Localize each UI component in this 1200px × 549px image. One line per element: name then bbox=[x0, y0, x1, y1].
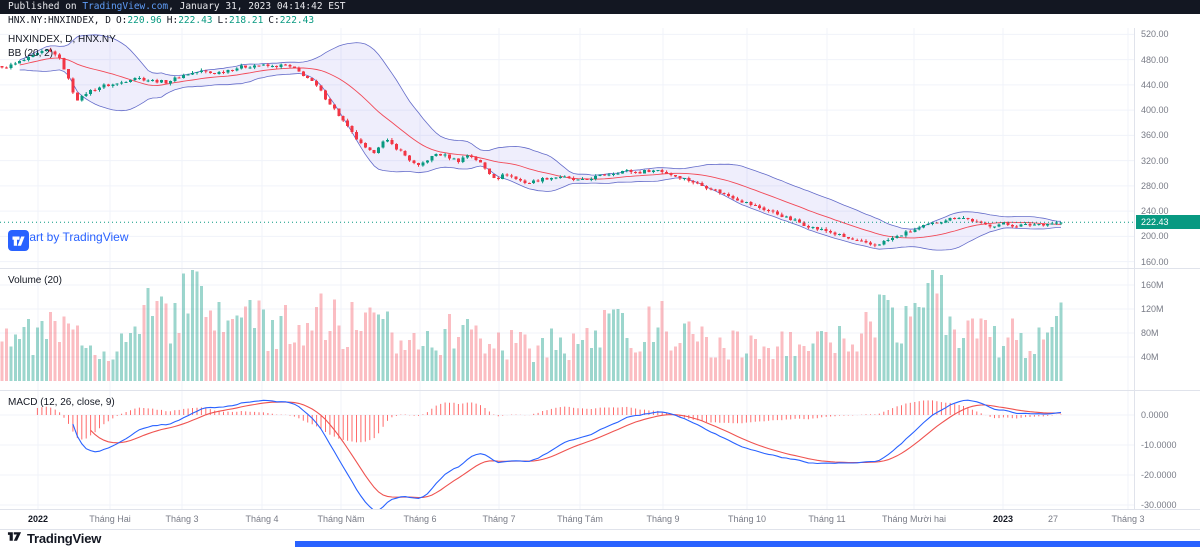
footer-brand-text[interactable]: TradingView bbox=[27, 531, 102, 546]
volume-axis-label: 80M bbox=[1141, 328, 1159, 338]
macd-chart-canvas[interactable] bbox=[0, 391, 1134, 509]
time-axis-month-label: Tháng Hai bbox=[89, 514, 131, 524]
time-axis-year-label: 2022 bbox=[27, 514, 49, 524]
bollinger-legend[interactable]: BB (20, 2) bbox=[8, 48, 54, 59]
close-value: 222.43 bbox=[279, 15, 315, 26]
last-price-badge: 222.43 bbox=[1136, 215, 1200, 229]
high-label: H: bbox=[166, 15, 179, 26]
bottom-blue-bar bbox=[295, 541, 1200, 547]
volume-axis-label: 120M bbox=[1141, 304, 1164, 314]
price-axis-label: 240.00 bbox=[1141, 206, 1169, 217]
price-axis[interactable]: 222.43 520.00 480.00 440.00 400.00 360.00 320… bbox=[1134, 28, 1200, 268]
volume-pane[interactable]: Volume (20) 160M 120M 80M 40M bbox=[0, 269, 1200, 390]
time-axis-month-label: Tháng 11 bbox=[808, 514, 846, 524]
price-axis-label: 200.00 bbox=[1141, 231, 1169, 242]
published-suffix: , January 31, 2023 04:14:42 EST bbox=[168, 1, 346, 12]
price-pane[interactable]: HNXINDEX, D, HNX.NY BB (20, 2) Chart by … bbox=[0, 28, 1200, 268]
tradingview-link[interactable]: TradingView.com bbox=[82, 1, 169, 12]
price-axis-label: 280.00 bbox=[1141, 180, 1169, 191]
macd-axis-label: 0.0000 bbox=[1141, 410, 1169, 420]
chart-by-tradingview-watermark[interactable]: Chart by TradingView bbox=[8, 230, 129, 251]
volume-axis-label: 40M bbox=[1141, 352, 1159, 362]
close-label: C: bbox=[268, 15, 280, 26]
price-axis-label: 440.00 bbox=[1141, 79, 1169, 90]
volume-legend[interactable]: Volume (20) bbox=[8, 275, 62, 286]
macd-axis-label: -20.0000 bbox=[1141, 470, 1177, 480]
chart-area: HNXINDEX, D, HNX.NY BB (20, 2) Chart by … bbox=[0, 28, 1200, 529]
price-axis-label: 400.00 bbox=[1141, 105, 1169, 116]
symbol-name: HNX.NY:HNXINDEX, D bbox=[8, 15, 111, 26]
pane-divider[interactable] bbox=[0, 390, 1200, 391]
time-axis-month-label: Tháng Tám bbox=[557, 514, 603, 524]
time-axis-year-label: 2023 bbox=[992, 514, 1014, 524]
price-chart-canvas[interactable] bbox=[0, 28, 1134, 268]
time-axis-month-label: Tháng Năm bbox=[317, 514, 365, 524]
time-axis-month-label: Tháng 10 bbox=[727, 514, 767, 524]
high-value: 222.43 bbox=[178, 15, 213, 26]
time-axis-month-label: Tháng 7 bbox=[482, 514, 516, 524]
published-bar: Published on TradingView.com, January 31… bbox=[0, 0, 1200, 14]
low-value: 218.21 bbox=[228, 15, 264, 26]
tradingview-footer-logo-icon[interactable] bbox=[7, 529, 22, 549]
price-axis-label: 480.00 bbox=[1141, 54, 1169, 65]
low-label: L: bbox=[217, 15, 229, 26]
macd-pane[interactable]: MACD (12, 26, close, 9) 0.0000 -10.0000 -2… bbox=[0, 391, 1200, 510]
volume-axis-label: 160M bbox=[1141, 280, 1164, 290]
time-axis-month-label: Tháng 4 bbox=[245, 514, 279, 524]
published-prefix: Published on bbox=[8, 1, 83, 12]
price-axis-label: 520.00 bbox=[1141, 29, 1169, 40]
price-axis-label: 320.00 bbox=[1141, 155, 1169, 166]
open-label: O: bbox=[115, 15, 128, 26]
open-value: 220.96 bbox=[127, 15, 162, 26]
time-axis-month-label: Tháng Mười hai bbox=[882, 514, 946, 524]
time-axis-month-label: 27 bbox=[1047, 514, 1059, 524]
macd-legend[interactable]: MACD (12, 26, close, 9) bbox=[8, 397, 115, 408]
time-axis[interactable]: 2022 Tháng Hai Tháng 3 Tháng 4 Tháng Năm Thán… bbox=[0, 509, 1200, 529]
pane-divider[interactable] bbox=[0, 268, 1200, 269]
macd-axis-label: -30.0000 bbox=[1141, 500, 1177, 510]
watermark-text: Chart by TradingView bbox=[14, 230, 129, 244]
time-axis-month-label: Tháng 9 bbox=[646, 514, 680, 524]
symbol-legend[interactable]: HNXINDEX, D, HNX.NY bbox=[8, 34, 116, 45]
symbol-ohlc-bar: HNX.NY:HNXINDEX, D O:220.96 H:222.43 L:218.… bbox=[0, 14, 1200, 28]
time-axis-month-label: Tháng 3 bbox=[165, 514, 199, 524]
time-axis-month-label: Tháng 6 bbox=[403, 514, 437, 524]
time-axis-month-label: Tháng 3 bbox=[1111, 514, 1145, 524]
volume-chart-canvas[interactable] bbox=[0, 269, 1134, 390]
volume-axis[interactable]: 160M 120M 80M 40M bbox=[1134, 269, 1200, 390]
macd-axis[interactable]: 0.0000 -10.0000 -20.0000 -30.0000 bbox=[1134, 391, 1200, 510]
macd-axis-label: -10.0000 bbox=[1141, 440, 1177, 450]
price-axis-label: 160.00 bbox=[1141, 256, 1169, 267]
price-axis-label: 360.00 bbox=[1141, 130, 1169, 141]
